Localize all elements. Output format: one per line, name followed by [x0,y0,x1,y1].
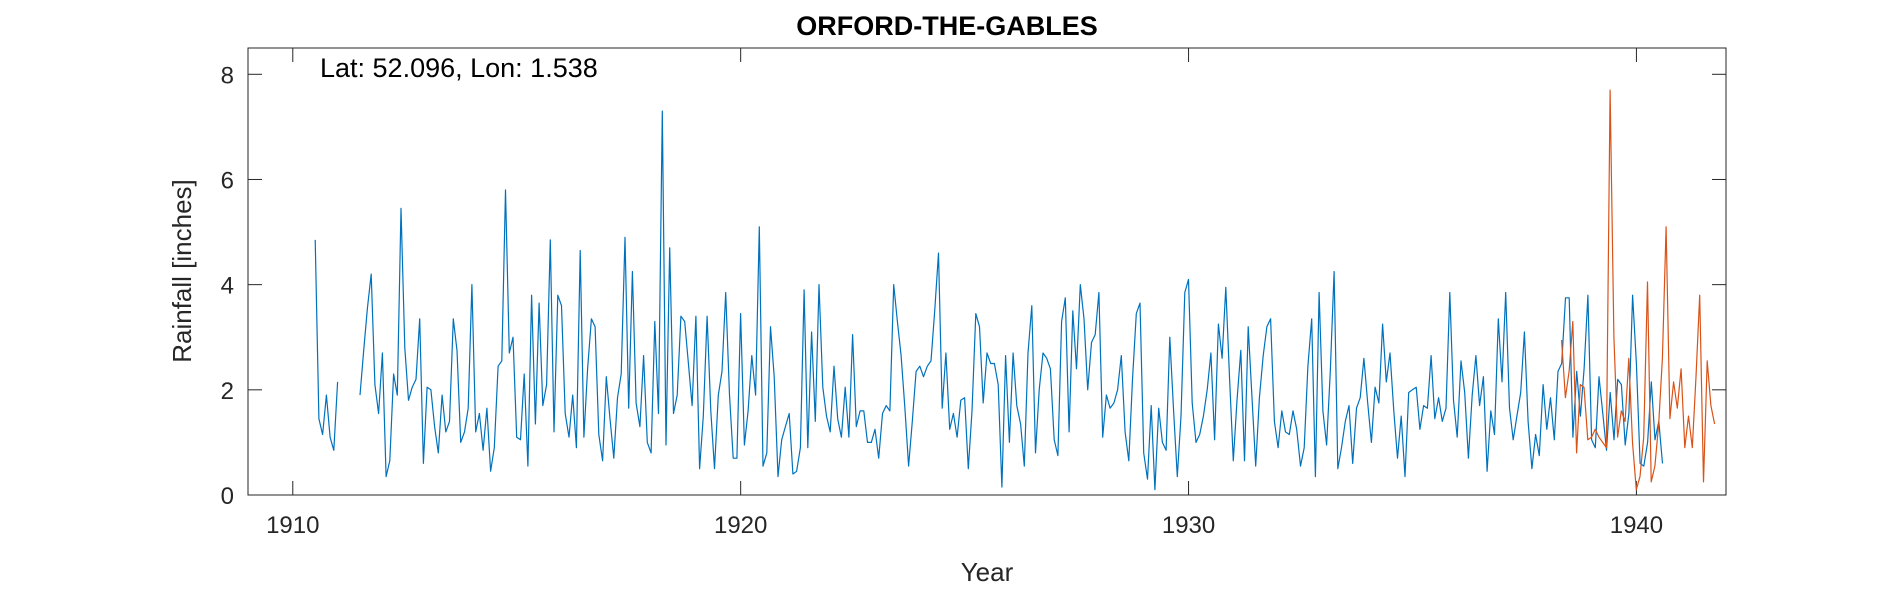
y-tick-label: 0 [221,483,234,510]
series-line-2 [1561,89,1716,491]
x-tick-label: 1940 [1610,512,1663,539]
x-tick-label: 1910 [266,512,319,539]
x-axis-label: Year [961,557,1014,587]
location-annotation: Lat: 52.096, Lon: 1.538 [320,53,598,83]
y-axis: 0 2 4 6 8 [221,62,1726,510]
y-tick-label: 4 [221,273,234,300]
series-layer [314,89,1716,491]
x-tick-label: 1930 [1162,512,1215,539]
y-axis-label: Rainfall [inches] [167,179,197,363]
y-tick-label: 8 [221,62,234,89]
chart-title: ORFORD-THE-GABLES [796,11,1097,41]
plot-area-frame [247,47,1727,496]
x-axis: 1910 1920 1930 1940 [266,48,1663,539]
y-tick-label: 6 [221,167,234,194]
series-line-1 [314,110,1664,491]
y-tick-label: 2 [221,378,234,405]
x-tick-label: 1920 [714,512,767,539]
